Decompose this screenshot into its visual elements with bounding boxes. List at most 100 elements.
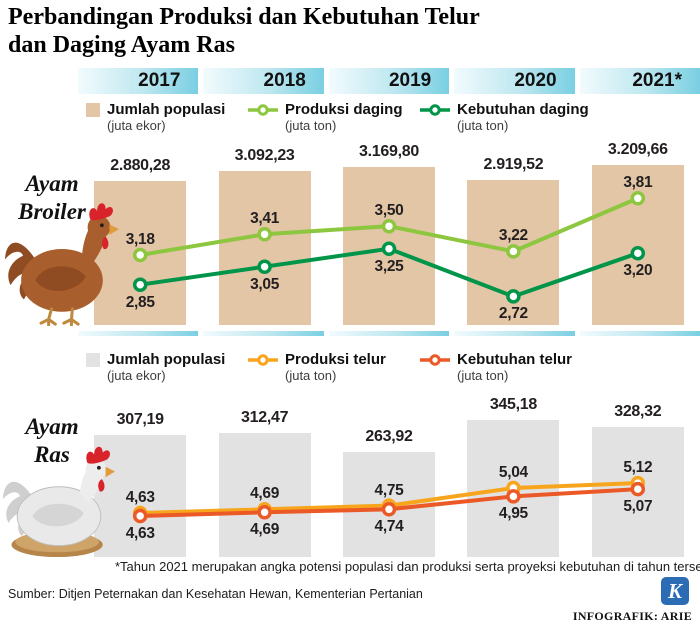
line-marker-icon bbox=[248, 354, 278, 366]
line-marker-icon bbox=[420, 354, 450, 366]
footnote: *Tahun 2021 merupakan angka potensi popu… bbox=[115, 559, 700, 574]
row-label-broiler: Ayam Broiler bbox=[6, 170, 98, 226]
legend-label: Kebutuhan daging bbox=[457, 101, 589, 118]
point-value-label: 4,74 bbox=[374, 518, 404, 536]
legend-unit: (juta ton) bbox=[285, 118, 337, 134]
divider-segment bbox=[454, 331, 575, 336]
legend-item: Kebutuhan telur (juta ton) bbox=[420, 351, 572, 385]
legend-label: Produksi telur bbox=[285, 351, 386, 368]
data-point bbox=[381, 502, 397, 517]
page-title: Perbandingan Produksi dan Kebutuhan Telu… bbox=[8, 3, 480, 60]
year-header: 2021* bbox=[579, 68, 700, 94]
broiler-chart: 2.880,28 3.092,23 3.169,80 2.919,52 3.209,66… bbox=[78, 141, 700, 325]
egg-legend: Jumlah populasi (juta ekor) Produksi telur… bbox=[78, 351, 700, 393]
legend-unit: (juta ton) bbox=[457, 118, 509, 134]
point-value-label: 5,04 bbox=[498, 464, 528, 481]
point-value-label: 2,85 bbox=[125, 293, 155, 311]
data-point bbox=[506, 244, 521, 259]
year-header: 2017 bbox=[78, 68, 199, 94]
section-divider bbox=[78, 331, 700, 336]
broiler-chicken-icon bbox=[4, 203, 119, 326]
legend-item: Jumlah populasi (juta ekor) bbox=[86, 351, 225, 385]
point-value-label: 5,12 bbox=[623, 459, 653, 477]
row-label-text: Broiler bbox=[18, 199, 86, 225]
data-point bbox=[506, 289, 521, 304]
legend-item: Produksi telur (juta ton) bbox=[248, 351, 386, 385]
year-header-row: 2017 2018 2019 2020 2021* bbox=[78, 68, 700, 94]
point-value-label: 2,72 bbox=[498, 305, 528, 323]
legend-label: Produksi daging bbox=[285, 101, 403, 118]
layer-hen-icon bbox=[2, 446, 116, 558]
legend-unit: (juta ton) bbox=[457, 368, 509, 384]
legend-unit: (juta ekor) bbox=[107, 118, 166, 134]
point-value-label: 4,63 bbox=[125, 525, 155, 542]
point-value-label: 4,75 bbox=[374, 481, 404, 499]
divider-segment bbox=[579, 331, 700, 336]
divider-segment bbox=[203, 331, 324, 336]
year-header: 2020 bbox=[454, 68, 575, 94]
legend-text: Produksi telur (juta ton) bbox=[285, 351, 386, 385]
data-point bbox=[132, 277, 148, 292]
legend-item: Jumlah populasi (juta ekor) bbox=[86, 101, 225, 135]
data-point bbox=[257, 259, 272, 274]
data-point bbox=[630, 191, 646, 206]
bar-value-label: 3.169,80 bbox=[359, 143, 419, 160]
legend-item: Produksi daging (juta ton) bbox=[248, 101, 403, 135]
legend-text: Produksi daging (juta ton) bbox=[285, 101, 403, 135]
point-value-label: 3,22 bbox=[498, 227, 528, 245]
infographic-credit: INFOGRAFIK: ARIE bbox=[572, 609, 692, 623]
point-value-label: 5,07 bbox=[623, 498, 653, 516]
line-series-layer bbox=[132, 475, 646, 524]
point-value-label: 3,05 bbox=[250, 275, 280, 293]
title-line-2: dan Daging Ayam Ras bbox=[8, 32, 235, 59]
bar-value-label: 2.880,28 bbox=[110, 157, 171, 175]
data-point bbox=[257, 227, 272, 242]
broiler-legend: Jumlah populasi (juta ekor) Produksi dagin… bbox=[78, 101, 700, 143]
line-marker-icon bbox=[420, 104, 450, 116]
legend-unit: (juta ekor) bbox=[107, 368, 166, 384]
data-point bbox=[257, 505, 272, 520]
data-point bbox=[630, 245, 646, 261]
row-label-text: Ayam bbox=[25, 171, 79, 196]
egg-chart: 307,19 312,47 263,92 345,18 328,32 4,63 4,69 4,… bbox=[78, 396, 700, 557]
line-marker-icon bbox=[248, 104, 278, 116]
divider-segment bbox=[78, 331, 199, 336]
point-value-label: 4,69 bbox=[250, 521, 280, 539]
point-value-label: 4,95 bbox=[498, 505, 528, 523]
point-value-label: 3,50 bbox=[374, 202, 404, 220]
legend-text: Jumlah populasi (juta ekor) bbox=[107, 351, 225, 385]
source-credit: Sumber: Ditjen Peternakan dan Kesehatan … bbox=[8, 587, 423, 601]
point-value-label: 3,25 bbox=[374, 257, 404, 275]
bar-value-label: 2.919,52 bbox=[483, 155, 544, 173]
data-point bbox=[630, 481, 646, 497]
point-value-label: 3,20 bbox=[623, 262, 653, 280]
point-value-label: 3,18 bbox=[125, 231, 155, 248]
bar-value-label: 263,92 bbox=[365, 428, 413, 446]
divider-segment bbox=[328, 331, 450, 336]
legend-label: Kebutuhan telur bbox=[457, 351, 572, 368]
legend-text: Jumlah populasi (juta ekor) bbox=[107, 101, 225, 135]
legend-item: Kebutuhan daging (juta ton) bbox=[420, 101, 589, 135]
population-bar bbox=[218, 170, 311, 325]
data-point bbox=[381, 218, 397, 234]
point-value-label: 4,63 bbox=[125, 489, 155, 506]
title-line-1: Perbandingan Produksi dan Kebutuhan Telu… bbox=[8, 4, 480, 30]
legend-text: Kebutuhan telur (juta ton) bbox=[457, 351, 572, 385]
bar-value-label: 307,19 bbox=[116, 411, 164, 429]
year-header: 2019 bbox=[328, 68, 450, 94]
bar-value-label: 312,47 bbox=[241, 409, 289, 426]
point-value-label: 4,69 bbox=[250, 485, 280, 503]
bar-value-label: 3.092,23 bbox=[234, 146, 295, 164]
bar-value-label: 3.209,66 bbox=[607, 141, 668, 158]
row-label-text: Ras bbox=[34, 442, 70, 468]
population-swatch-icon bbox=[86, 103, 100, 117]
legend-unit: (juta ton) bbox=[285, 368, 337, 384]
population-swatch-icon bbox=[86, 353, 100, 367]
point-value-label: 3,81 bbox=[623, 174, 653, 192]
row-label-egg: Ayam Ras bbox=[6, 413, 98, 469]
line-series-layer bbox=[132, 191, 646, 304]
data-point bbox=[381, 241, 397, 256]
bar-value-label: 345,18 bbox=[489, 396, 537, 413]
population-bar bbox=[218, 433, 311, 557]
